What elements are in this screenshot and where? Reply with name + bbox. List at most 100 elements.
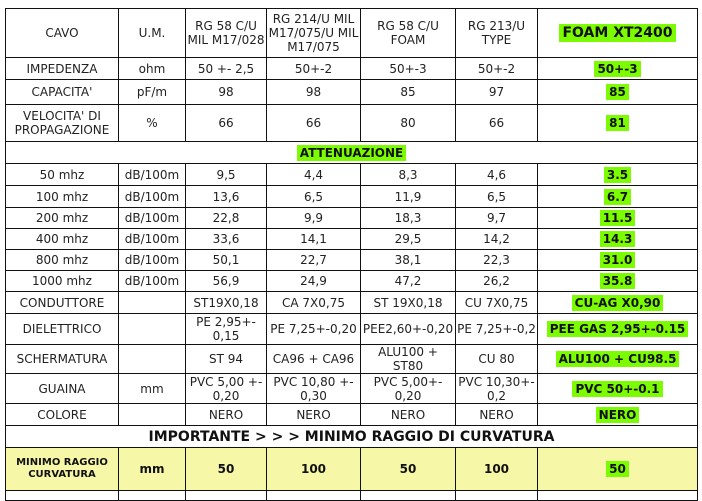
row-value: ALU100 + ST80 — [360, 344, 456, 374]
row-value: 9,5 — [185, 163, 267, 186]
row-um — [118, 403, 186, 426]
row-um — [118, 291, 186, 314]
row-value-highlight: 35.8 — [537, 270, 698, 292]
cable-spec-table: CAVO U.M. RG 58 C/U MIL M17/028 RG 214/U… — [5, 8, 698, 501]
row-um: mm — [118, 447, 186, 491]
row-label: GUAINA — [5, 373, 119, 404]
row-value: CU 7X0,75 — [455, 291, 538, 314]
row-value: 11,9 — [360, 185, 456, 208]
header-cable: RG 58 C/U MIL M17/028 — [185, 8, 267, 58]
row-um: mm — [118, 373, 186, 404]
row-value-highlight: 11.5 — [537, 207, 698, 229]
row-value: 50 +- 2,5 — [185, 57, 267, 80]
empty-row — [5, 490, 698, 501]
row-value: 22,8 — [185, 207, 267, 229]
spec-row: 1000 mhz dB/100m 56,9 24,9 47,2 26,2 35.8 — [5, 270, 698, 292]
spec-row: IMPEDENZA ohm 50 +- 2,5 50+-2 50+-3 50+-2 50+-… — [5, 57, 698, 80]
spec-row: 400 mhz dB/100m 33,6 14,1 29,5 14,2 14.3 — [5, 228, 698, 250]
row-value: 4,4 — [266, 163, 361, 186]
row-value: 66 — [455, 104, 538, 142]
row-label: IMPEDENZA — [5, 57, 119, 80]
row-label: DIELETTRICO — [5, 313, 119, 345]
spec-row: GUAINA mm PVC 5,00 +- 0,20 PVC 10,80 +- 0,3… — [5, 373, 698, 404]
spec-row: CAPACITA' pF/m 98 98 85 97 85 — [5, 79, 698, 105]
importante-title: IMPORTANTE > > > MINIMO RAGGIO DI CURVAT… — [5, 425, 698, 448]
row-value: 50 — [360, 447, 456, 491]
row-label: 200 mhz — [5, 207, 119, 229]
row-value: 18,3 — [360, 207, 456, 229]
header-cavo: CAVO — [5, 8, 119, 58]
raggio-row: MINIMO RAGGIO CURVATURA mm 50 100 50 100… — [5, 447, 698, 491]
row-value: NERO — [455, 403, 538, 426]
row-value: 13,6 — [185, 185, 267, 208]
row-value: 33,6 — [185, 228, 267, 250]
row-value: NERO — [360, 403, 456, 426]
row-value: ST 94 — [185, 344, 267, 374]
row-value: PVC 5,00+- 0,20 — [360, 373, 456, 404]
row-value: 9,7 — [455, 207, 538, 229]
row-label: 100 mhz — [5, 185, 119, 208]
header-row: CAVO U.M. RG 58 C/U MIL M17/028 RG 214/U… — [5, 8, 698, 58]
row-label: 400 mhz — [5, 228, 119, 250]
row-value: 98 — [185, 79, 267, 105]
row-value-highlight: 31.0 — [537, 249, 698, 271]
row-value-highlight: 85 — [537, 79, 698, 105]
row-value: 26,2 — [455, 270, 538, 292]
spec-row: SCHERMATURA ST 94 CA96 + CA96 ALU100 + ST80… — [5, 344, 698, 374]
row-value: NERO — [266, 403, 361, 426]
row-value: 56,9 — [185, 270, 267, 292]
row-value: 98 — [266, 79, 361, 105]
row-value: PVC 5,00 +- 0,20 — [185, 373, 267, 404]
row-value: CA 7X0,75 — [266, 291, 361, 314]
spec-row: COLORE NERO NERO NERO NERO NERO — [5, 403, 698, 426]
row-value: CA96 + CA96 — [266, 344, 361, 374]
row-value: 50,1 — [185, 249, 267, 271]
row-label: VELOCITA' DI PROPAGAZIONE — [5, 104, 119, 142]
row-value: PVC 10,80 +- 0,30 — [266, 373, 361, 404]
row-value: 6,5 — [455, 185, 538, 208]
spec-row: 200 mhz dB/100m 22,8 9,9 18,3 9,7 11.5 — [5, 207, 698, 229]
header-cable: RG 213/U TYPE — [455, 8, 538, 58]
row-value: 4,6 — [455, 163, 538, 186]
row-value-highlight: NERO — [537, 403, 698, 426]
row-value: 80 — [360, 104, 456, 142]
row-value: 6,5 — [266, 185, 361, 208]
row-value: 50+-2 — [455, 57, 538, 80]
header-cable: RG 58 C/U FOAM — [360, 8, 456, 58]
row-value-highlight: CU-AG X0,90 — [537, 291, 698, 314]
importante-row: IMPORTANTE > > > MINIMO RAGGIO DI CURVAT… — [5, 425, 698, 448]
row-um: dB/100m — [118, 163, 186, 186]
header-um: U.M. — [118, 8, 186, 58]
row-um: dB/100m — [118, 207, 186, 229]
spec-row: 50 mhz dB/100m 9,5 4,4 8,3 4,6 3.5 — [5, 163, 698, 186]
row-value: 50 — [185, 447, 267, 491]
row-value: NERO — [185, 403, 267, 426]
row-value: PVC 10,30+- 0,2 — [455, 373, 538, 404]
row-um — [118, 313, 186, 345]
row-value: ST 19X0,18 — [360, 291, 456, 314]
row-value: 8,3 — [360, 163, 456, 186]
row-value: 100 — [455, 447, 538, 491]
row-um — [118, 344, 186, 374]
row-label: CAPACITA' — [5, 79, 119, 105]
row-um: % — [118, 104, 186, 142]
row-um: ohm — [118, 57, 186, 80]
row-value: PE 7,25+-0,20 — [266, 313, 361, 345]
row-value-highlight: 81 — [537, 104, 698, 142]
row-label: 50 mhz — [5, 163, 119, 186]
row-value: CU 80 — [455, 344, 538, 374]
header-cable: RG 214/U MIL M17/075/U MIL M17/075 — [266, 8, 361, 58]
row-value: ST19X0,18 — [185, 291, 267, 314]
row-value: 66 — [266, 104, 361, 142]
row-label: COLORE — [5, 403, 119, 426]
row-value: 97 — [455, 79, 538, 105]
attenuazione-title: ATTENUAZIONE — [296, 144, 407, 161]
row-um: dB/100m — [118, 270, 186, 292]
header-cable-highlight: FOAM XT2400 — [537, 8, 698, 58]
row-value: PE 2,95+- 0,15 — [185, 313, 267, 345]
row-label: 800 mhz — [5, 249, 119, 271]
row-value: 50+-2 — [266, 57, 361, 80]
row-value-highlight: PEE GAS 2,95+-0.15 — [537, 313, 698, 345]
row-value: 47,2 — [360, 270, 456, 292]
row-label: SCHERMATURA — [5, 344, 119, 374]
